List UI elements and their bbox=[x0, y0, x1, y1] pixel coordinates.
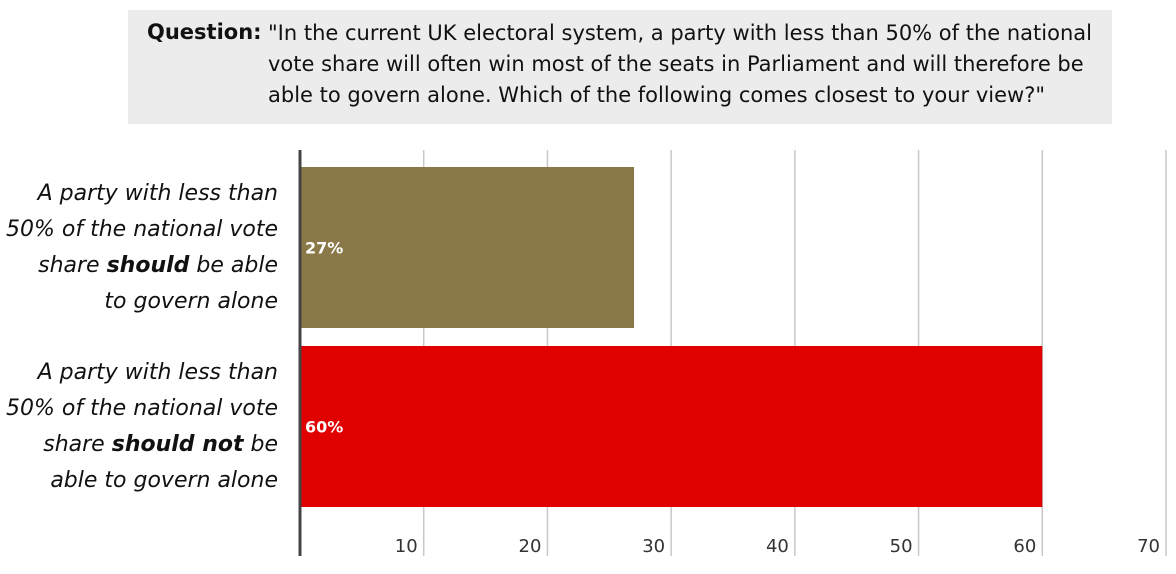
tick-label-50: 50 bbox=[890, 536, 913, 557]
bar-1 bbox=[300, 167, 635, 328]
tick-label-40: 40 bbox=[766, 536, 789, 557]
data-label-2: 60% bbox=[305, 418, 343, 437]
tick-label-30: 30 bbox=[642, 536, 665, 557]
category-label-2: A party with less than 50% of the nationa… bbox=[6, 360, 278, 493]
bar-2 bbox=[300, 346, 1043, 507]
category-label-1: A party with less than 50% of the nationa… bbox=[6, 181, 278, 314]
question-text: "In the current UK electoral system, a p… bbox=[268, 21, 1092, 107]
question-label: Question: bbox=[147, 20, 262, 44]
tick-label-20: 20 bbox=[519, 536, 542, 557]
question-box bbox=[130, 12, 1110, 122]
tick-label-60: 60 bbox=[1013, 536, 1036, 557]
tick-label-70: 70 bbox=[1137, 536, 1160, 557]
data-label-1: 27% bbox=[305, 239, 343, 258]
tick-label-10: 10 bbox=[395, 536, 418, 557]
